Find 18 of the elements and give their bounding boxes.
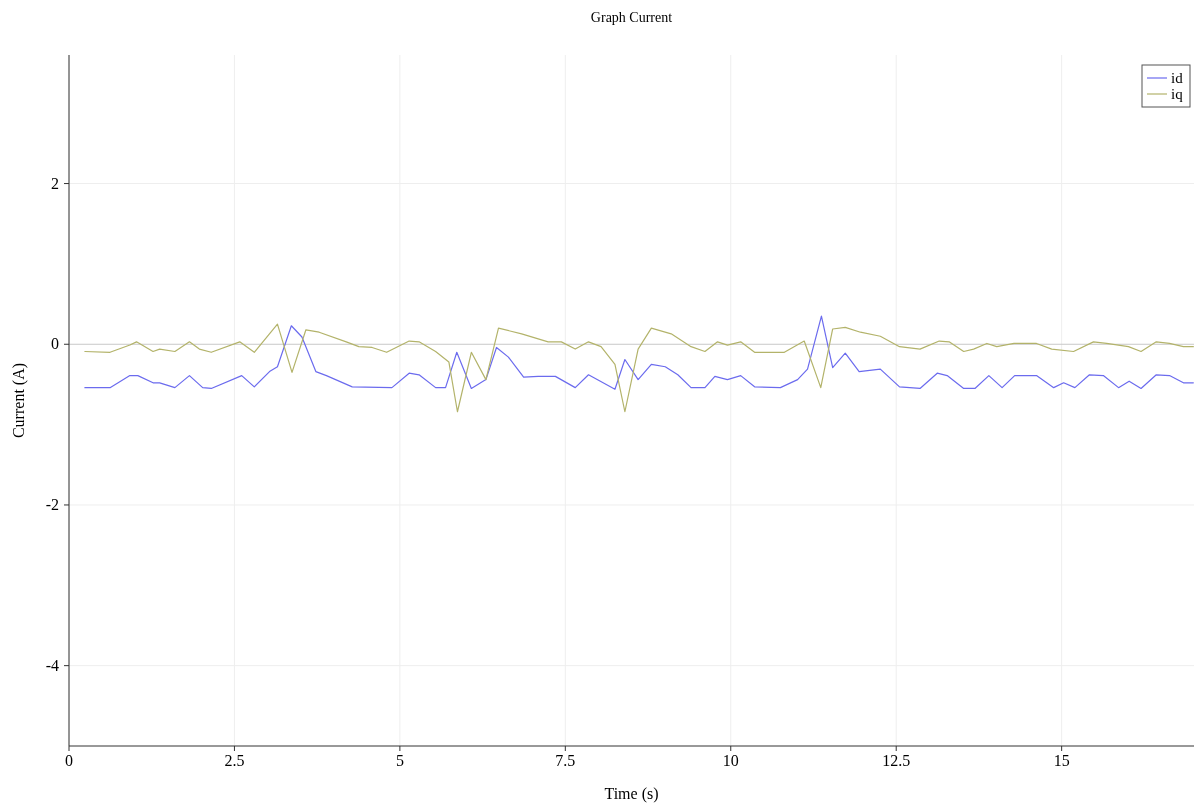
x-tick-label: 2.5 [224,752,245,769]
y-tick-label: -4 [45,656,59,674]
chart-title: Graph Current [590,10,673,25]
legend-label: iq [1171,86,1184,102]
x-tick-label: 5 [395,752,404,769]
y-tick-label: 0 [51,335,59,353]
line-series [84,323,1194,413]
x-tick-label: 15 [1053,752,1070,769]
y-tick-label: 2 [51,174,59,192]
x-tick-label: 0 [65,752,73,769]
line-series [84,315,1194,390]
x-tick-label: 7.5 [555,752,576,769]
y-axis-title: Current (A) [10,362,28,439]
x-tick-label: 12.5 [882,752,911,769]
x-tick-label: 10 [722,752,739,769]
x-axis-title: Time (s) [604,785,659,803]
y-tick-label: -2 [45,495,59,513]
legend-label: id [1171,70,1184,86]
